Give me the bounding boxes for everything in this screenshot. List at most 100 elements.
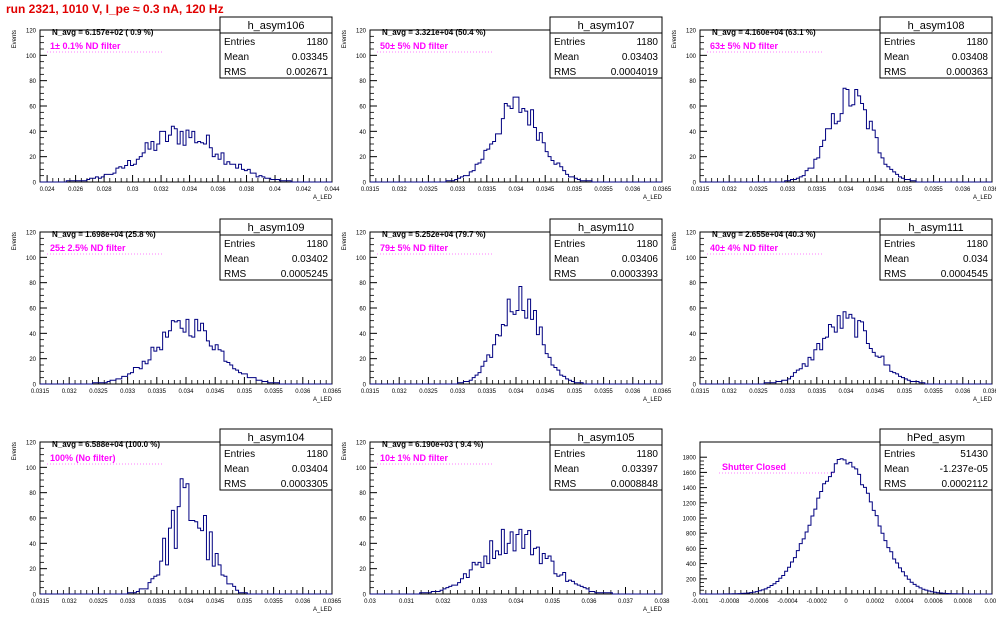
x-tick-label: 0.033 — [120, 599, 136, 605]
x-tick-label: 0.038 — [239, 187, 255, 193]
y-axis-label: Events — [672, 30, 678, 48]
filter-note: 100% (No filter) — [50, 453, 116, 463]
y-tick-label: 100 — [686, 54, 697, 60]
x-tick-label: -0.0006 — [748, 599, 769, 605]
filter-note: 1± 0.1% ND filter — [50, 41, 121, 51]
stats-label: RMS — [554, 269, 577, 280]
x-tick-label: 0.032 — [722, 187, 738, 193]
y-tick-label: 80 — [29, 79, 36, 85]
filter-note: 10± 1% ND filter — [380, 453, 448, 463]
y-tick-label: 20 — [29, 567, 36, 573]
x-tick-label: 0.024 — [40, 187, 56, 193]
x-tick-label: 0.0355 — [924, 187, 943, 193]
stats-label: Mean — [224, 464, 249, 475]
stats-box — [219, 16, 333, 79]
y-tick-label: 120 — [26, 29, 37, 35]
x-axis-label: A_LED — [313, 607, 333, 613]
stats-box — [219, 428, 333, 491]
y-tick-label: 100 — [356, 466, 367, 472]
stats-box — [549, 218, 663, 281]
stats-title: h_asym109 — [248, 222, 305, 234]
x-tick-label: 0.0335 — [808, 187, 827, 193]
y-tick-label: 1000 — [683, 517, 697, 523]
stats-label: Entries — [554, 239, 585, 250]
y-tick-label: 100 — [26, 256, 37, 262]
x-tick-label: -0.001 — [691, 599, 709, 605]
stats-value: 0.03406 — [622, 254, 659, 265]
x-tick-label: 0.032 — [392, 389, 408, 395]
y-tick-label: 20 — [29, 155, 36, 161]
y-tick-label: 80 — [689, 79, 696, 85]
x-tick-label: 0.035 — [897, 389, 913, 395]
navg-label: N_avg = 3.321e+04 (50.4 %) — [382, 28, 486, 37]
x-axis-label: A_LED — [643, 195, 663, 201]
stats-value: -1.237e-05 — [940, 464, 989, 475]
x-tick-label: 0.026 — [68, 187, 84, 193]
y-tick-label: 80 — [359, 79, 366, 85]
x-tick-label: 0.033 — [472, 599, 488, 605]
y-tick-label: 20 — [359, 155, 366, 161]
x-tick-label: 0.0345 — [206, 599, 225, 605]
stats-value: 1180 — [306, 449, 328, 460]
y-tick-label: 40 — [29, 130, 36, 136]
x-tick-label: 0.036 — [625, 389, 641, 395]
x-tick-label: 0.0355 — [264, 599, 283, 605]
y-tick-label: 20 — [359, 567, 366, 573]
x-tick-label: 0.0355 — [264, 389, 283, 395]
stats-box — [549, 16, 663, 79]
x-tick-label: 0.0355 — [594, 187, 613, 193]
x-tick-label: 0.0315 — [691, 187, 710, 193]
stats-value: 0.03408 — [952, 52, 989, 63]
histogram-line — [40, 318, 332, 385]
x-tick-label: 0.0345 — [866, 389, 885, 395]
y-tick-label: 120 — [356, 29, 367, 35]
y-tick-label: 40 — [689, 332, 696, 338]
panel-h_asym111: 0 20 40 60 80 100 120 0.0315 0.032 0.0325 0.033 0.0… — [672, 218, 996, 403]
x-tick-label: 0.0006 — [924, 599, 943, 605]
x-tick-label: 0.0345 — [866, 187, 885, 193]
filter-note: 63± 5% ND filter — [710, 41, 778, 51]
panel-h_asym110: 0 20 40 60 80 100 120 0.0315 0.032 0.0325 0.033 0.0… — [342, 218, 672, 403]
x-tick-label: 0.037 — [618, 599, 634, 605]
stats-value: 0.0002112 — [941, 479, 988, 490]
stats-label: Entries — [884, 37, 915, 48]
y-axis-label: Events — [672, 232, 678, 250]
x-tick-label: 0.028 — [97, 187, 113, 193]
stats-title: h_asym110 — [578, 222, 634, 234]
x-tick-label: 0.034 — [508, 187, 524, 193]
navg-label: N_avg = 6.190e+03 ( 9.4 %) — [382, 440, 484, 449]
x-tick-label: 0.0365 — [323, 389, 342, 395]
x-tick-label: 0.04 — [269, 187, 281, 193]
y-tick-label: 40 — [359, 130, 366, 136]
stats-value: 0.0005245 — [281, 269, 329, 280]
stats-label: RMS — [224, 269, 247, 280]
stats-box — [879, 218, 993, 281]
x-tick-label: 0.0365 — [983, 389, 996, 395]
histogram-line — [370, 285, 662, 385]
stats-value: 0.03403 — [622, 52, 659, 63]
y-tick-label: 20 — [29, 357, 36, 363]
x-tick-label: 0.0325 — [89, 599, 108, 605]
x-tick-label: 0.036 — [295, 599, 311, 605]
stats-box — [549, 428, 663, 491]
y-tick-label: 80 — [359, 491, 366, 497]
y-tick-label: 120 — [26, 441, 37, 447]
y-tick-label: 600 — [686, 547, 697, 553]
x-tick-label: 0.0335 — [478, 389, 497, 395]
x-axis-label: A_LED — [643, 397, 663, 403]
stats-label: Mean — [884, 254, 909, 265]
x-tick-label: 0.0008 — [954, 599, 973, 605]
y-tick-label: 120 — [356, 441, 367, 447]
x-tick-label: 0.038 — [654, 599, 670, 605]
y-axis-label: Events — [342, 30, 348, 48]
y-tick-label: 40 — [359, 542, 366, 548]
x-tick-label: 0.035 — [897, 187, 913, 193]
x-tick-label: 0.0345 — [206, 389, 225, 395]
y-tick-label: 120 — [356, 231, 367, 237]
y-tick-label: 120 — [686, 29, 697, 35]
y-tick-label: 80 — [689, 281, 696, 287]
x-tick-label: 0.034 — [838, 187, 854, 193]
y-tick-label: 60 — [359, 307, 366, 313]
filter-note: 25± 2.5% ND filter — [50, 243, 126, 253]
